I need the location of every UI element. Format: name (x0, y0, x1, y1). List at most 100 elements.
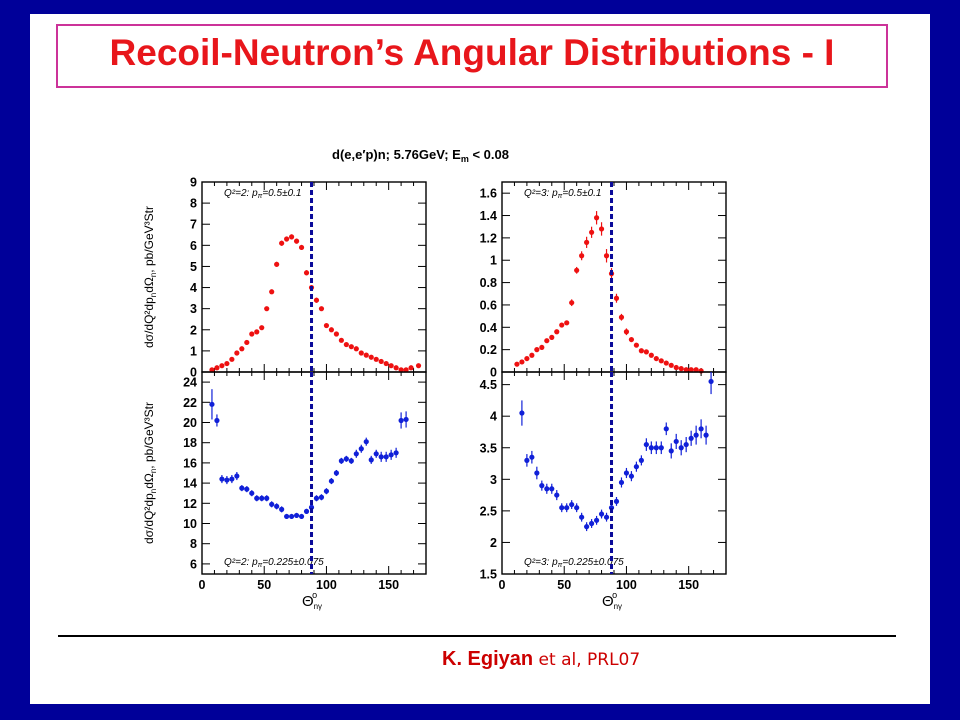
y-tick-label: 8 (190, 537, 197, 551)
x-tick-label: 0 (499, 578, 506, 592)
data-point (559, 322, 565, 328)
data-point (638, 348, 644, 354)
data-point (648, 445, 654, 451)
chart-panel-top-right: 0 0.2 0.4 0.6 0.8 1 1.2 1.4 1.6 Q²=3: pπ=0.5±0.1 (480, 181, 727, 380)
data-point (613, 498, 620, 505)
citation-author: K. Egiyan (442, 648, 534, 670)
data-point (564, 505, 570, 511)
data-point (653, 355, 659, 362)
data-point (224, 477, 230, 483)
x-tick-label: 100 (616, 578, 637, 592)
data-point (618, 479, 625, 486)
y-tick-label: 1.2 (480, 231, 497, 245)
data-point (303, 270, 310, 276)
data-point (549, 334, 555, 340)
data-point (415, 363, 422, 369)
data-point (668, 448, 674, 454)
data-point (333, 331, 339, 337)
chart-panel-bottom-right: 1.5 2 2.5 3 3.5 4 4.5 0 50 100 150 Q²=3: pπ=0.225±0… (480, 371, 727, 592)
y-tick-label: 0 (190, 366, 197, 380)
data-point (363, 439, 369, 445)
figure-title-tail: < 0.08 (469, 147, 509, 162)
data-point (293, 512, 300, 519)
y-tick-label: 4.5 (480, 378, 497, 392)
y-tick-label: 1.5 (480, 568, 497, 582)
slide-title-box: Recoil-Neutron’s Angular Distributions -… (56, 24, 888, 88)
data-point (598, 511, 605, 517)
data-point (569, 501, 575, 508)
data-point (298, 244, 305, 251)
data-point (658, 358, 664, 364)
data-point (403, 367, 409, 373)
data-point (298, 513, 305, 520)
data-point (678, 445, 684, 451)
x-tick-label: 150 (678, 578, 699, 592)
data-point (613, 295, 620, 301)
data-point (663, 426, 669, 432)
panel-frame (501, 181, 727, 373)
data-point (638, 457, 644, 463)
data-point (539, 344, 545, 351)
data-point (658, 445, 664, 451)
data-point (303, 508, 310, 514)
data-point (519, 359, 525, 365)
data-point (534, 347, 540, 353)
data-point (673, 364, 679, 371)
data-point (524, 355, 530, 362)
data-point (353, 346, 359, 352)
y-tick-label: 2 (190, 323, 197, 337)
y-tick-label: 16 (183, 456, 197, 470)
data-point (673, 438, 679, 445)
data-point (234, 350, 240, 356)
data-point (323, 322, 330, 329)
data-point (683, 367, 689, 373)
data-point (338, 458, 344, 464)
x-tick-label: 150 (378, 578, 399, 592)
y-tick-label: 1 (190, 344, 197, 358)
data-point (219, 476, 225, 482)
data-point (254, 329, 260, 335)
data-point (559, 505, 565, 511)
data-point (259, 495, 265, 501)
y-tick-label: 24 (183, 376, 197, 390)
data-point (219, 363, 225, 369)
data-point (593, 215, 600, 221)
data-point (209, 367, 215, 373)
data-point (383, 454, 389, 460)
panel-frame (201, 181, 427, 373)
data-point (284, 236, 290, 242)
data-point (584, 524, 590, 530)
data-point (668, 362, 674, 368)
data-point (328, 327, 335, 333)
data-point (323, 488, 330, 494)
data-point (584, 239, 590, 245)
data-point (318, 306, 325, 312)
data-point (579, 514, 585, 520)
data-point (343, 341, 349, 348)
y-tick-label: 6 (190, 239, 197, 253)
y-tick-label: 5 (190, 260, 197, 274)
y-tick-label: 0.2 (480, 343, 497, 357)
data-point (698, 426, 704, 432)
y-tick-label: 2.5 (480, 504, 497, 518)
data-point (358, 446, 364, 452)
data-point (244, 339, 250, 346)
data-point (259, 325, 265, 331)
data-point (623, 470, 630, 476)
panel-annotation: Q²=2: pπ=0.5±0.1 (224, 188, 301, 200)
y-tick-label: 1.4 (480, 209, 497, 223)
data-point (549, 486, 555, 492)
data-point (633, 464, 640, 470)
data-point (603, 514, 610, 520)
y-tick-label: 3 (190, 302, 197, 316)
x-axis-label: Θnγo (302, 590, 322, 611)
y-tick-label: 0.8 (480, 276, 497, 290)
data-point (249, 490, 255, 496)
y-tick-label: 0.6 (480, 298, 497, 312)
data-point (534, 470, 540, 476)
data-point (393, 365, 399, 371)
data-point (628, 473, 635, 479)
data-point (264, 495, 270, 501)
panel-annotation: Q²=3: pπ=0.225±0.075 (524, 557, 624, 569)
data-point (648, 352, 654, 358)
